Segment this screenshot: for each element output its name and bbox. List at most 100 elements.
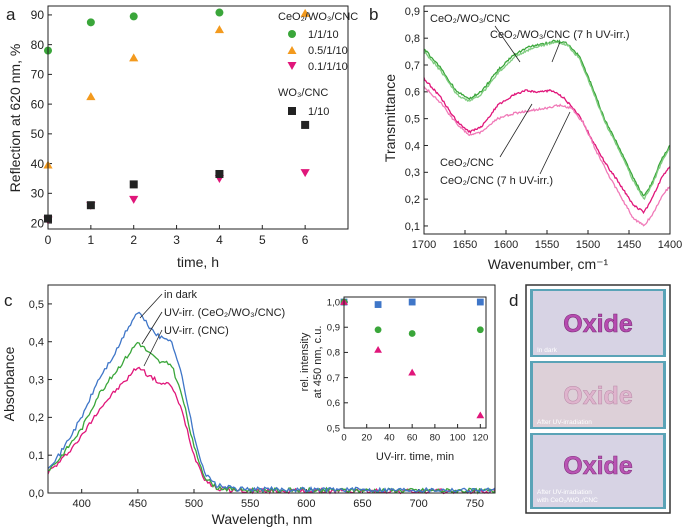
photo-in-dark: Oxide In dark	[530, 289, 666, 357]
annotation-leader-c3	[143, 329, 163, 367]
point-1-1-10	[215, 8, 224, 17]
y-tick-label: 40	[31, 157, 45, 171]
inset-point-dark	[476, 298, 484, 306]
x-tick-label: 2	[130, 233, 137, 247]
annotation-ceo2-wo3-cnc-uv: CeO₂/WO₃/CNC (7 h UV-irr.)	[490, 29, 630, 41]
chart-a-xlabel: time, h	[177, 254, 219, 270]
x-tick-label: 600	[297, 498, 315, 510]
y-tick-label: 0,2	[29, 412, 44, 424]
chart-a-frame	[47, 5, 349, 230]
x-tick-label: 120	[472, 433, 488, 444]
x-tick-label: 0	[341, 433, 346, 444]
inset-ylabel-2: at 450 nm, c.u.	[312, 326, 324, 399]
annotation-ceo2-wo3-cnc: CeO₂/WO₃/CNC	[430, 13, 510, 25]
point-1-10	[215, 169, 224, 178]
photo-caption-after-uv: After UV-irradiation	[537, 419, 592, 426]
photo-word-2: Oxide	[563, 382, 633, 410]
inset-point-cnc	[374, 345, 382, 353]
point-1-1-10	[86, 18, 95, 27]
legend-marker-0-5-1-10	[287, 46, 297, 54]
y-tick-label: 80	[31, 38, 45, 52]
y-tick-label: 0,6	[327, 398, 340, 409]
y-tick-label: 0,5	[405, 114, 420, 126]
inset-ticks: 0 20 40 60 80 100 120 0,5 0,6 0,7 0,8 0,9 1,0	[327, 297, 488, 443]
y-tick-label: 0,3	[405, 167, 420, 179]
y-tick-label: 0,6	[405, 87, 420, 99]
chart-c-xlabel: Wavelength, nm	[212, 511, 313, 527]
point-0-1-1-10	[300, 169, 310, 178]
inset-background	[331, 293, 492, 445]
x-tick-label: 6	[302, 233, 309, 247]
x-tick-label: 40	[384, 433, 395, 444]
y-tick-label: 50	[31, 127, 45, 141]
inset-point-ceo-wo-cnc	[408, 330, 416, 337]
y-tick-label: 90	[31, 8, 45, 22]
y-tick-label: 0,4	[405, 140, 420, 152]
y-tick-label: 0,9	[405, 6, 420, 18]
point-0-1-1-10	[129, 195, 139, 204]
inset-frame	[343, 296, 487, 429]
y-tick-label: 0,7	[405, 60, 420, 72]
x-tick-label: 1400	[658, 239, 682, 251]
legend-title-wo3-cnc: WO₃/CNC	[278, 87, 328, 99]
photo-caption-after-uv-2: After UV-irradiation	[537, 489, 592, 496]
chart-b-transmittance: 1700 1650 1600 1550 1500 1450 1400 0,1 0,2 0,3 0,4…	[382, 5, 682, 272]
point-0-5-1-10	[86, 92, 96, 101]
y-tick-label: 0,4	[29, 337, 44, 349]
y-tick-label: 20	[31, 216, 45, 230]
x-tick-label: 1500	[576, 239, 600, 251]
x-tick-label: 700	[409, 498, 427, 510]
y-tick-label: 0,8	[405, 33, 420, 45]
inset-ylabel-1: rel. intensity	[299, 332, 311, 391]
annotation-ceo2-cnc: CeO₂/CNC	[440, 157, 494, 169]
annotation-leader-c1	[139, 293, 163, 319]
y-tick-label: 0,9	[327, 323, 340, 334]
point-0-5-1-10	[129, 53, 139, 62]
x-tick-label: 100	[450, 433, 466, 444]
point-0-5-1-10	[214, 25, 225, 34]
photo-caption-in-dark: In dark	[537, 347, 558, 354]
chart-b-xlabel: Wavenumber, cm⁻¹	[488, 256, 609, 272]
line-ceo-cnc	[423, 77, 671, 215]
annotation-in-dark: in dark	[164, 289, 198, 301]
y-tick-label: 0,0	[29, 488, 44, 500]
y-tick-label: 0,1	[405, 221, 420, 233]
x-tick-label: 20	[361, 433, 372, 444]
panel-label-d: d	[509, 291, 518, 310]
legend-label-0-5-1-10: 0.5/1/10	[308, 45, 348, 57]
legend-label-1-10: 1/10	[308, 106, 329, 118]
annotation-leader-1	[494, 25, 521, 63]
y-tick-label: 60	[31, 97, 45, 111]
x-tick-label: 4	[216, 233, 223, 247]
x-tick-label: 5	[259, 233, 266, 247]
panel-label-a: a	[6, 5, 16, 24]
chart-a-legend: CeO₂/WO₃/CNC 1/1/10 0.5/1/10 0.1/1/10 WO…	[278, 11, 358, 118]
legend-title-ceo2-wo3-cnc: CeO₂/WO₃/CNC	[278, 11, 358, 23]
photo-word-1: Oxide	[563, 310, 633, 338]
y-tick-label: 0,5	[29, 299, 44, 311]
annotation-uv-ceo2-wo3-cnc: UV-irr. (CeO₂/WO₃/CNC)	[164, 307, 285, 319]
chart-c-inset: 0 20 40 60 80 100 120 0,5 0,6 0,7 0,8 0,9 1,0 rel. i…	[299, 293, 492, 463]
chart-a-marks	[43, 8, 310, 225]
annotation-leader-3	[499, 103, 533, 158]
photo-paper-2	[533, 363, 663, 427]
x-tick-label: 1550	[535, 239, 559, 251]
legend-label-1-1-10: 1/1/10	[308, 29, 339, 41]
y-tick-label: 0,5	[327, 423, 340, 434]
annotation-leader-2	[551, 41, 561, 63]
x-tick-label: 1450	[617, 239, 641, 251]
y-tick-label: 0,3	[29, 374, 44, 386]
y-tick-label: 0,7	[327, 373, 340, 384]
inset-xlabel: UV-irr. time, min	[376, 451, 454, 463]
photo-caption-with-ceo2: with CeO₂/WO₃/CNC	[536, 497, 598, 504]
chart-b-frame	[423, 5, 671, 235]
x-tick-label: 1600	[494, 239, 518, 251]
photo-panel: Oxide In dark Oxide After UV-irradiation…	[525, 284, 671, 514]
chart-a-ticks: 0 1 2 3 4 5 6 20 30 40 50 60 70 80 90	[31, 8, 309, 247]
line-ceo-wo-cnc-7-h-uv-irr	[423, 41, 671, 201]
chart-b-ylabel: Transmittance	[382, 74, 398, 162]
annotation-uv-cnc: UV-irr. (CNC)	[164, 325, 229, 337]
chart-b-annotations: CeO₂/WO₃/CNC CeO₂/WO₃/CNC (7 h UV-irr.) …	[430, 13, 630, 187]
chart-c-absorbance: 400 450 500 550 600 650 700 7500,00,10,20,30,40…	[1, 284, 496, 527]
